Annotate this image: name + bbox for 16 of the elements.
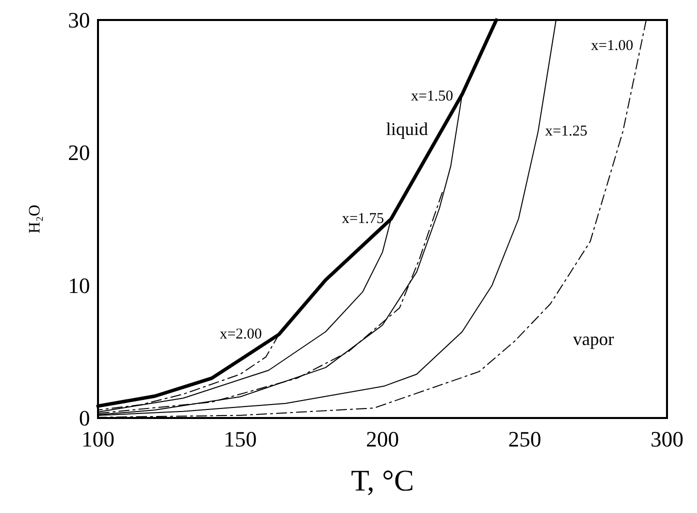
y-tick-label: 10	[68, 272, 90, 298]
x-tick-label: 200	[366, 426, 399, 452]
x-axis-title: T, °C	[350, 464, 414, 498]
series-label: x=1.25	[545, 123, 588, 140]
x-tick-label: 250	[508, 426, 542, 452]
x-tick-label: 150	[224, 426, 257, 452]
y-axis-title: H₂O	[26, 204, 44, 234]
y-tick-label: 20	[68, 140, 90, 166]
x-tick-label: 300	[650, 426, 684, 452]
series-label: x=1.50	[410, 88, 454, 104]
annotation: vapor	[573, 329, 614, 349]
y-tick-label: 30	[68, 8, 90, 32]
annotation: liquid	[386, 119, 428, 139]
series-label: x=1.75	[342, 211, 384, 227]
series-label: x=1.00	[591, 38, 634, 54]
series-label: x=2.00	[220, 326, 262, 342]
